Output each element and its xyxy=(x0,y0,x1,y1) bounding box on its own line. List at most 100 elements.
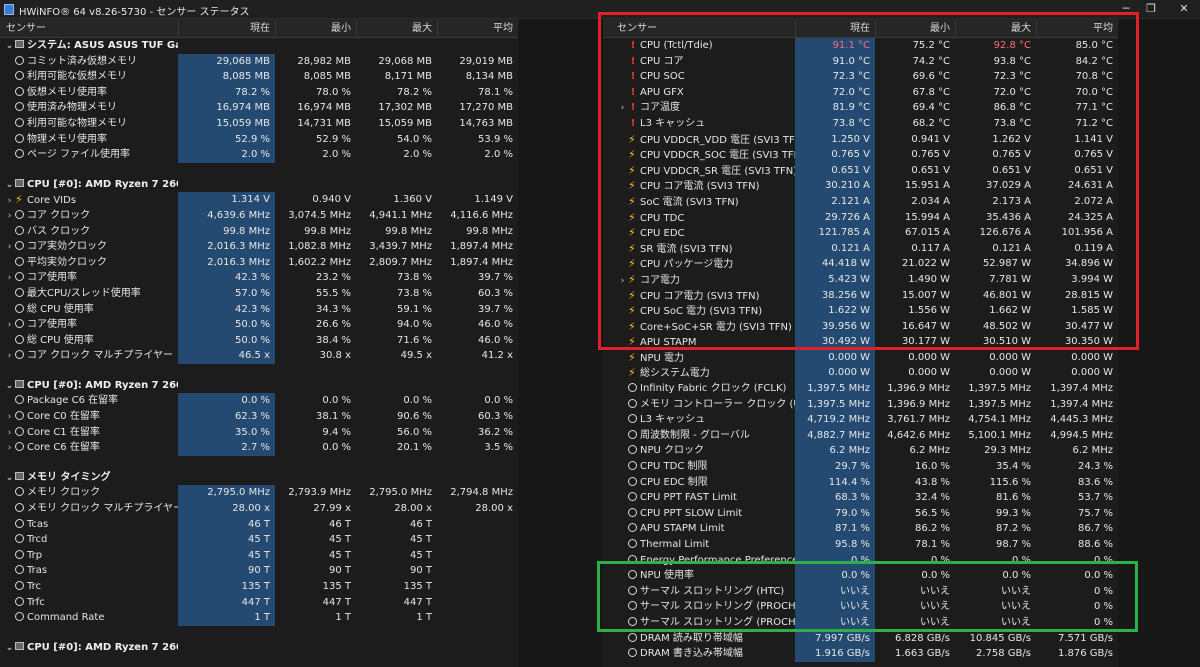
sensor-group-header[interactable]: ⌄ CPU [#0]: AMD Ryzen 7 260: Enhanced xyxy=(0,640,518,656)
sensor-row[interactable]: Trp 45 T 45 T 45 T xyxy=(0,547,518,564)
sensor-row[interactable]: 物理メモリ使用率 52.9 % 52.9 % 54.0 % 53.9 % xyxy=(0,131,518,148)
column-sensor[interactable]: センサー xyxy=(617,23,657,34)
sensor-row[interactable]: ! CPU (Tctl/Tdie) 91.1 °C 75.2 °C 92.8 °C 85.… xyxy=(603,38,1118,54)
sensor-row[interactable]: ⚡ Core+SoC+SR 電力 (SVI3 TFN) 39.956 W 16.647… xyxy=(603,318,1118,335)
sensor-row[interactable]: 使用済み物理メモリ 16,974 MB 16,974 MB 17,302 MB 17,2… xyxy=(0,100,518,116)
sensor-row[interactable]: ! CPU SOC 72.3 °C 69.6 °C 72.3 °C 70.8 °C xyxy=(603,69,1118,85)
sensor-row[interactable]: ! APU GFX 72.0 °C 67.8 °C 72.0 °C 70.0 °C xyxy=(603,84,1118,101)
column-current[interactable]: 現在 xyxy=(178,19,275,38)
sensor-row[interactable]: › Core C1 在留率 35.0 % 9.4 % 56.0 % 36.2 % xyxy=(0,424,518,441)
sensor-row[interactable]: DRAM 読み取り帯域幅 7.997 GB/s 6.828 GB/s 10.845 G… xyxy=(603,630,1118,647)
sensor-row[interactable]: 利用可能な物理メモリ 15,059 MB 14,731 MB 15,059 MB 14,… xyxy=(0,115,518,132)
collapse-chevron-icon[interactable]: ⌄ xyxy=(5,179,14,190)
sensor-row[interactable]: › コア使用率 42.3 % 23.2 % 73.8 % 39.7 % xyxy=(0,270,518,286)
sensor-row[interactable]: ! L3 キャッシュ 73.8 °C 68.2 °C 73.8 °C 71.2 °C xyxy=(603,115,1118,132)
sensor-row[interactable]: ⚡ CPU VDDCR_SR 電圧 (SVI3 TFN) 0.651 V 0.651 … xyxy=(603,162,1118,179)
sensor-row[interactable]: › コア クロック 4,639.6 MHz 3,074.5 MHz 4,941.1 MH… xyxy=(0,207,518,224)
sensor-row[interactable]: Command Rate 1 T 1 T 1 T xyxy=(0,610,518,626)
sensor-row[interactable]: ⚡ CPU パッケージ電力 44.418 W 21.022 W 52.987 W 34.8… xyxy=(603,256,1118,272)
sensor-row[interactable]: ⚡ SoC 電流 (SVI3 TFN) 2.121 A 2.034 A 2.173 A 2… xyxy=(603,193,1118,210)
sensor-group-header[interactable]: ⌄ システム: ASUS ASUS TUF Gaming A16 FA608UM_… xyxy=(0,38,518,54)
sensor-row[interactable]: 利用可能な仮想メモリ 8,085 MB 8,085 MB 8,171 MB 8,134 … xyxy=(0,69,518,85)
expand-chevron-icon[interactable]: › xyxy=(620,275,625,286)
sensor-group-header[interactable]: ⌄ CPU [#0]: AMD Ryzen 7 260: C-State 在留率 xyxy=(0,378,518,394)
sensor-row[interactable]: › コア使用率 50.0 % 26.6 % 94.0 % 46.0 % xyxy=(0,317,518,333)
sensor-panel-right[interactable]: センサー 現在 最小 最大 平均 ! CPU (Tctl/Tdie) 91.1 °C… xyxy=(603,19,1118,667)
sensor-row[interactable]: ⚡ CPU VDDCR_VDD 電圧 (SVI3 TFN) 1.250 V 0.941… xyxy=(603,131,1118,148)
sensor-row[interactable]: › ⚡ Core VIDs 1.314 V 0.940 V 1.360 V 1.149 V xyxy=(0,192,518,208)
sensor-row[interactable]: DRAM 書き込み帯域幅 1.916 GB/s 1.663 GB/s 2.758 GB… xyxy=(603,646,1118,662)
sensor-row[interactable]: ⚡ CPU SoC 電力 (SVI3 TFN) 1.622 W 1.556 W 1.66… xyxy=(603,303,1118,319)
expand-chevron-icon[interactable]: › xyxy=(7,412,12,423)
column-max[interactable]: 最大 xyxy=(955,19,1036,38)
sensor-row[interactable]: 総 CPU 使用率 42.3 % 34.3 % 59.1 % 39.7 % xyxy=(0,301,518,318)
sensor-row[interactable]: ⚡ CPU コア電流 (SVI3 TFN) 30.210 A 15.951 A 37.0… xyxy=(603,178,1118,194)
column-sensor[interactable]: センサー xyxy=(6,23,46,34)
sensor-row[interactable]: ⚡ CPU TDC 29.726 A 15.994 A 35.436 A 24.325 A xyxy=(603,209,1118,226)
expand-chevron-icon[interactable]: › xyxy=(7,210,12,221)
sensor-row[interactable]: Trc 135 T 135 T 135 T xyxy=(0,579,518,595)
sensor-row[interactable]: 総 CPU 使用率 50.0 % 38.4 % 71.6 % 46.0 % xyxy=(0,332,518,349)
sensor-group-header[interactable]: ⌄ CPU [#0]: AMD Ryzen 7 260 xyxy=(0,177,518,193)
close-icon[interactable]: ✕ xyxy=(1179,2,1189,15)
sensor-row[interactable]: CPU EDC 制限 114.4 % 43.8 % 115.6 % 83.6 % xyxy=(603,474,1118,491)
expand-chevron-icon[interactable]: › xyxy=(7,242,12,253)
sensor-row[interactable]: Tras 90 T 90 T 90 T xyxy=(0,563,518,579)
sensor-row[interactable]: Energy Performance Preference 0 % 0 % 0 % 0 … xyxy=(603,552,1118,569)
sensor-row[interactable]: ⚡ APU STAPM 30.492 W 30.177 W 30.510 W 30.350… xyxy=(603,334,1118,350)
sensor-row[interactable]: ⚡ SR 電流 (SVI3 TFN) 0.121 A 0.117 A 0.121 A 0.… xyxy=(603,240,1118,257)
sensor-row[interactable]: › ⚡ コア電力 5.423 W 1.490 W 7.781 W 3.994 W xyxy=(603,271,1118,288)
restore-icon[interactable]: ❐ xyxy=(1146,2,1156,15)
column-avg[interactable]: 平均 xyxy=(1036,19,1118,38)
sensor-row[interactable]: NPU クロック 6.2 MHz 6.2 MHz 29.3 MHz 6.2 MHz xyxy=(603,443,1118,460)
sensor-row[interactable]: 平均実効クロック 2,016.3 MHz 1,602.2 MHz 2,809.7 MH… xyxy=(0,254,518,271)
sensor-row[interactable]: NPU 使用率 0.0 % 0.0 % 0.0 % 0.0 % xyxy=(603,568,1118,584)
sensor-group-header[interactable]: ⌄ メモリ タイミング xyxy=(0,470,518,486)
sensor-row[interactable]: サーマル スロットリング (HTC) いいえ いいえ いいえ 0 % xyxy=(603,583,1118,600)
column-max[interactable]: 最大 xyxy=(356,19,437,38)
sensor-row[interactable]: Package C6 在留率 0.0 % 0.0 % 0.0 % 0.0 % xyxy=(0,393,518,410)
expand-chevron-icon[interactable]: › xyxy=(7,320,12,331)
sensor-row[interactable]: ! CPU コア 91.0 °C 74.2 °C 93.8 °C 84.2 °C xyxy=(603,53,1118,70)
expand-chevron-icon[interactable]: › xyxy=(620,103,625,114)
sensor-row[interactable]: › コア実効クロック 2,016.3 MHz 1,082.8 MHz 3,439.7 M… xyxy=(0,239,518,255)
collapse-chevron-icon[interactable]: ⌄ xyxy=(5,472,14,483)
sensor-row[interactable]: ページ ファイル使用率 2.0 % 2.0 % 2.0 % 2.0 % xyxy=(0,147,518,163)
sensor-row[interactable]: 最大CPU/スレッド使用率 57.0 % 55.5 % 73.8 % 60.3 % xyxy=(0,285,518,302)
expand-chevron-icon[interactable]: › xyxy=(7,273,12,284)
sensor-row[interactable]: Infinity Fabric クロック (FCLK) 1,397.5 MHz 1,… xyxy=(603,381,1118,397)
expand-chevron-icon[interactable]: › xyxy=(7,427,12,438)
sensor-row[interactable]: Tcas 46 T 46 T 46 T xyxy=(0,516,518,533)
collapse-chevron-icon[interactable]: ⌄ xyxy=(5,380,14,391)
collapse-chevron-icon[interactable]: ⌄ xyxy=(5,41,14,51)
sensor-row[interactable]: CPU PPT FAST Limit 68.3 % 32.4 % 81.6 % 53.7… xyxy=(603,490,1118,506)
expand-chevron-icon[interactable]: › xyxy=(7,443,12,454)
sensor-row[interactable]: › コア クロック マルチプライヤー 46.5 x 30.8 x 49.5 x 41.2 … xyxy=(0,348,518,364)
expand-chevron-icon[interactable]: › xyxy=(7,196,12,207)
sensor-row[interactable]: Trfc 447 T 447 T 447 T xyxy=(0,594,518,611)
sensor-row[interactable]: メモリ クロック マルチプライヤー 28.00 x 27.99 x 28.00 x 28… xyxy=(0,501,518,517)
sensor-row[interactable]: Thermal Limit 95.8 % 78.1 % 98.7 % 88.6 % xyxy=(603,537,1118,553)
sensor-row[interactable]: ⚡ CPU VDDCR_SOC 電圧 (SVI3 TFN) 0.765 V 0.765… xyxy=(603,147,1118,163)
sensor-row[interactable]: ⚡ 総システム電力 0.000 W 0.000 W 0.000 W 0.000 W xyxy=(603,365,1118,382)
sensor-row[interactable]: Trcd 45 T 45 T 45 T xyxy=(0,532,518,548)
sensor-row[interactable]: ⚡ CPU EDC 121.785 A 67.015 A 126.676 A 101.95… xyxy=(603,225,1118,241)
sensor-row[interactable]: 周波数制限 - グローバル 4,882.7 MHz 4,642.6 MHz 5,100… xyxy=(603,427,1118,444)
sensor-row[interactable]: › Core C6 在留率 2.7 % 0.0 % 20.1 % 3.5 % xyxy=(0,440,518,456)
sensor-row[interactable]: L3 キャッシュ 4,719.2 MHz 3,761.7 MHz 4,754.1 MH… xyxy=(603,412,1118,428)
sensor-row[interactable]: › Core C0 在留率 62.3 % 38.1 % 90.6 % 60.3 % xyxy=(0,409,518,425)
sensor-row[interactable]: バス クロック 99.8 MHz 99.8 MHz 99.8 MHz 99.8 MHz xyxy=(0,223,518,240)
collapse-chevron-icon[interactable]: ⌄ xyxy=(5,642,14,653)
column-min[interactable]: 最小 xyxy=(875,19,955,38)
sensor-row[interactable]: メモリ クロック 2,795.0 MHz 2,793.9 MHz 2,795.0 MH… xyxy=(0,485,518,502)
column-current[interactable]: 現在 xyxy=(795,19,875,38)
expand-chevron-icon[interactable]: › xyxy=(7,351,12,362)
column-min[interactable]: 最小 xyxy=(275,19,356,38)
column-avg[interactable]: 平均 xyxy=(437,19,518,38)
sensor-panel-left[interactable]: センサー 現在 最小 最大 平均 ⌄ システム: ASUS ASUS TUF Ga… xyxy=(0,19,518,667)
sensor-row[interactable]: APU STAPM Limit 87.1 % 86.2 % 87.2 % 86.7 % xyxy=(603,521,1118,537)
sensor-row[interactable]: 仮想メモリ使用率 78.2 % 78.0 % 78.2 % 78.1 % xyxy=(0,84,518,101)
sensor-row[interactable]: メモリ コントローラー クロック (UCLK)1,397.5 MHz1,396.… xyxy=(603,396,1118,413)
